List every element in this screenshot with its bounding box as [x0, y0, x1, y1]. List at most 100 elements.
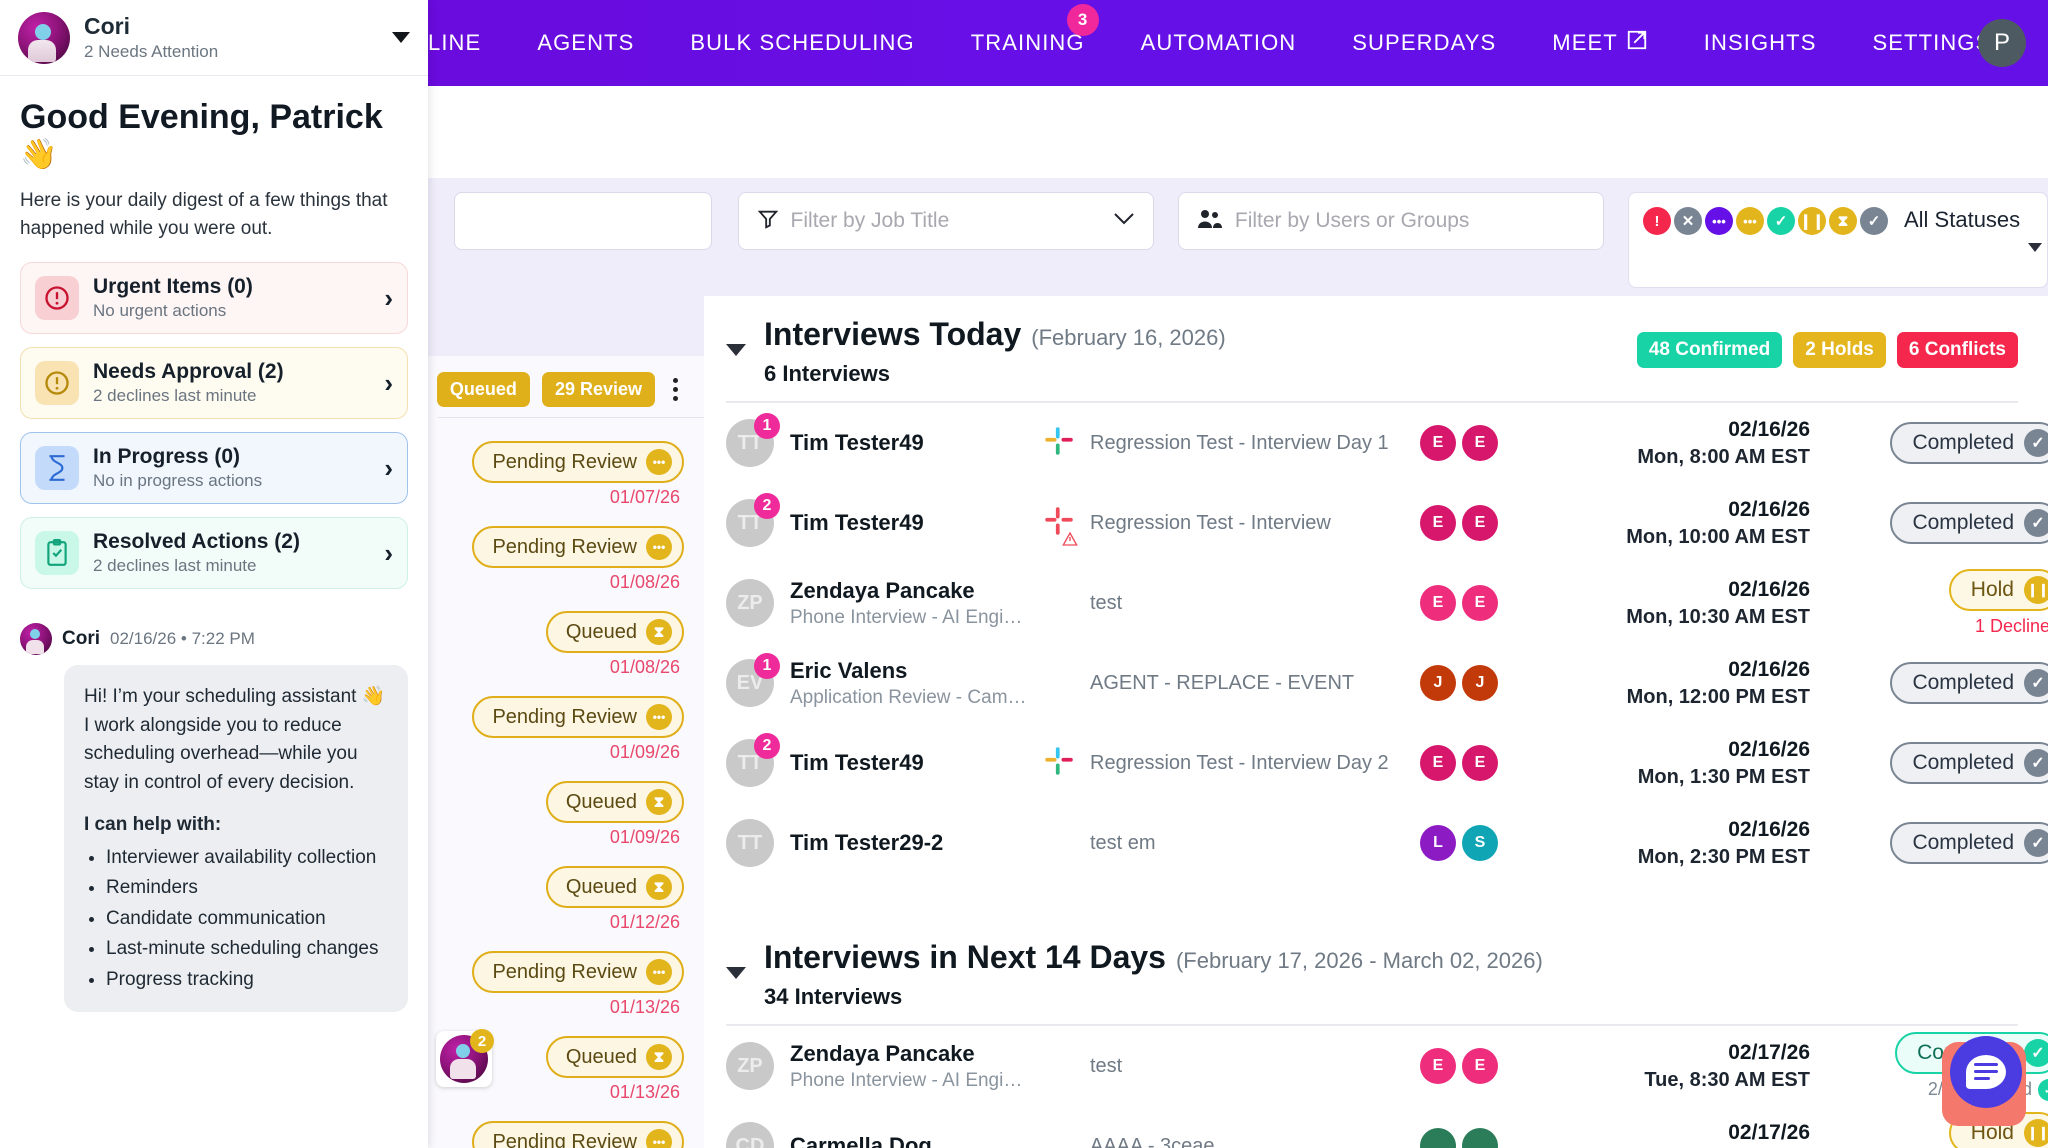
attendee-avatar[interactable]: E [1420, 425, 1456, 461]
interview-time: Mon, 1:30 PM EST [1637, 765, 1810, 788]
pending-request-row[interactable]: Pending Review ••• 01/07/26 [428, 432, 704, 517]
candidate-initials: EV [736, 671, 764, 694]
interview-job-title: Regression Test - Interview Day 2 [1090, 751, 1389, 774]
nav-item-settings[interactable]: SETTINGS [1844, 0, 2019, 86]
attendee-avatar[interactable]: E [1420, 585, 1456, 621]
section-count: 34 Interviews [764, 984, 903, 1009]
status-badge[interactable]: Hold ❙❙ [1948, 569, 2048, 611]
nav-item-line[interactable]: LINE [400, 0, 509, 86]
status-badge[interactable]: Completed ✓ [1890, 822, 2048, 864]
attendee-avatar[interactable]: E [1462, 585, 1498, 621]
nav-item-insights[interactable]: INSIGHTS [1676, 0, 1845, 86]
request-status-pill: Pending Review ••• [472, 1121, 684, 1148]
chat-bubble-fab[interactable] [1942, 1036, 2026, 1126]
status-badge[interactable]: Completed ✓ [1890, 742, 2048, 784]
more-options-icon[interactable] [667, 378, 684, 401]
request-status-label: Queued [565, 790, 637, 813]
users-groups-filter[interactable]: Filter by Users or Groups [1177, 192, 1604, 250]
interview-row[interactable]: TT Tim Tester29-2 test em L S 02/16/26 Mon, 2:… [704, 803, 2048, 883]
interview-row[interactable]: EV 1 Eric Valens Application Review - Campu… [704, 643, 2048, 723]
action-card-urgent[interactable]: Urgent Items (0) No urgent actions › [20, 262, 408, 335]
attendee-avatar[interactable]: E [1420, 745, 1456, 781]
interview-status-cell[interactable]: Completed ✓ [1810, 662, 2048, 704]
candidate-stage: Phone Interview - AI Engineer - R... [790, 1069, 1028, 1091]
request-thumbnail[interactable]: 2 [436, 1029, 494, 1087]
nav-item-bulk-scheduling[interactable]: BULK SCHEDULING [662, 0, 942, 86]
pending-request-row[interactable]: Pending Review ••• 01/08/26 [428, 517, 704, 602]
attendee-avatar[interactable]: J [1420, 665, 1456, 701]
pending-request-row[interactable]: Pending Review•••01/14/26 [428, 1112, 704, 1148]
interview-row[interactable]: ZP Zendaya Pancake Phone Interview - AI En… [704, 563, 2048, 643]
candidate-avatar[interactable]: CD [726, 1122, 774, 1148]
interview-row[interactable]: ZP Zendaya Pancake Phone Interview - AI En… [704, 1026, 2048, 1106]
candidate-avatar[interactable]: TT 2 [726, 493, 780, 547]
section-date-range: (February 16, 2026) [1031, 325, 1226, 350]
status-label: Hold [1970, 578, 2014, 601]
attendee-avatar[interactable]: J [1462, 665, 1498, 701]
chat-bubble: Hi! I’m your scheduling assistant 👋 I wo… [64, 665, 408, 1013]
interview-status-cell[interactable]: Completed ✓ [1810, 822, 2048, 864]
candidate-avatar[interactable]: TT 2 [726, 733, 780, 787]
job-title-filter[interactable]: Filter by Job Title [737, 192, 1154, 250]
interview-status-cell[interactable]: Hold ❙❙ 1 Declined [1810, 569, 2048, 637]
cori-panel-header[interactable]: Cori 2 Needs Attention [0, 0, 428, 76]
completed-icon: ✓ [1860, 207, 1888, 235]
cori-avatar [18, 11, 70, 64]
candidate-avatar[interactable]: ZP [726, 579, 774, 627]
pending-request-row[interactable]: 2 Queued ⧗ 01/13/26 [428, 1027, 704, 1112]
nav-item-superdays[interactable]: SUPERDAYS [1324, 0, 1524, 86]
candidate-initials: TT [737, 751, 763, 774]
action-card-needs[interactable]: Needs Approval (2) 2 declines last minute… [20, 347, 408, 420]
interview-row[interactable]: TT 2 Tim Tester49 Regression Test - Intervi… [704, 483, 2048, 563]
pending-request-row[interactable]: Pending Review ••• 01/09/26 [428, 687, 704, 772]
interview-row[interactable]: TT 2 Tim Tester49 Regression Test - Intervi… [704, 723, 2048, 803]
mid-chip[interactable]: 29 Review [541, 372, 655, 407]
chat-capability-item: Reminders [106, 874, 388, 903]
attendee-avatar[interactable] [1462, 1128, 1498, 1148]
user-avatar[interactable]: P [1978, 19, 2026, 67]
attendee-avatar[interactable]: E [1420, 1048, 1456, 1084]
attendee-avatar[interactable]: S [1462, 825, 1498, 861]
filter-bar: Filter by Job Title Filter by Users or G… [428, 178, 2048, 296]
request-status-label: Queued [565, 620, 637, 643]
interview-status-cell[interactable]: Completed ✓ [1810, 422, 2048, 464]
attendee-avatar[interactable]: E [1462, 505, 1498, 541]
status-filter[interactable]: ! ✕ ••• ••• ✓ ❙❙ ⧗ ✓ All Statuses [1628, 192, 2048, 288]
chevron-right-icon: › [384, 537, 393, 568]
nav-item-training[interactable]: TRAINING 3 [943, 0, 1113, 86]
interview-status-cell[interactable]: Completed ✓ [1810, 742, 2048, 784]
nav-item-automation[interactable]: AUTOMATION [1113, 0, 1325, 86]
search-input[interactable] [454, 192, 712, 250]
attendee-avatar[interactable] [1420, 1128, 1456, 1148]
attendee-avatar[interactable]: E [1462, 1048, 1498, 1084]
pending-request-row[interactable]: Queued ⧗ 01/08/26 [428, 602, 704, 687]
request-date: 01/13/26 [609, 997, 680, 1017]
pending-request-row[interactable]: Queued ⧗ 01/09/26 [428, 772, 704, 857]
status-badge[interactable]: Completed ✓ [1890, 502, 2048, 544]
section-collapse-icon[interactable] [726, 344, 746, 356]
interview-status-cell[interactable]: Completed ✓ [1810, 502, 2048, 544]
nav-item-agents[interactable]: AGENTS [509, 0, 662, 86]
mid-chip[interactable]: Queued [436, 372, 530, 407]
attendee-avatar[interactable]: E [1420, 505, 1456, 541]
chevron-down-icon[interactable] [392, 32, 410, 43]
attendee-avatar[interactable]: E [1462, 425, 1498, 461]
candidate-avatar[interactable]: TT [726, 819, 774, 867]
slack-icon [1044, 746, 1074, 781]
nav-item-meet[interactable]: MEET [1524, 0, 1676, 86]
action-card-in[interactable]: In Progress (0) No in progress actions › [20, 432, 408, 505]
candidate-avatar[interactable]: TT 1 [726, 413, 780, 467]
status-badge[interactable]: Completed ✓ [1890, 662, 2048, 704]
pending-request-row[interactable]: Pending Review ••• 01/13/26 [428, 942, 704, 1027]
interview-row[interactable]: TT 1 Tim Tester49 Regression Test - Intervi… [704, 403, 2048, 483]
candidate-avatar[interactable]: EV 1 [726, 653, 780, 707]
status-badge[interactable]: Completed ✓ [1890, 422, 2048, 464]
candidate-avatar[interactable]: ZP [726, 1042, 774, 1090]
candidate-name: Zendaya Pancake [790, 1040, 975, 1066]
action-card-resolved[interactable]: Resolved Actions (2) 2 declines last minu… [20, 517, 408, 590]
attendee-avatar[interactable]: L [1420, 825, 1456, 861]
section-collapse-icon[interactable] [726, 967, 746, 979]
pending-request-row[interactable]: Queued ⧗ 01/12/26 [428, 857, 704, 942]
attendee-avatar[interactable]: E [1462, 745, 1498, 781]
